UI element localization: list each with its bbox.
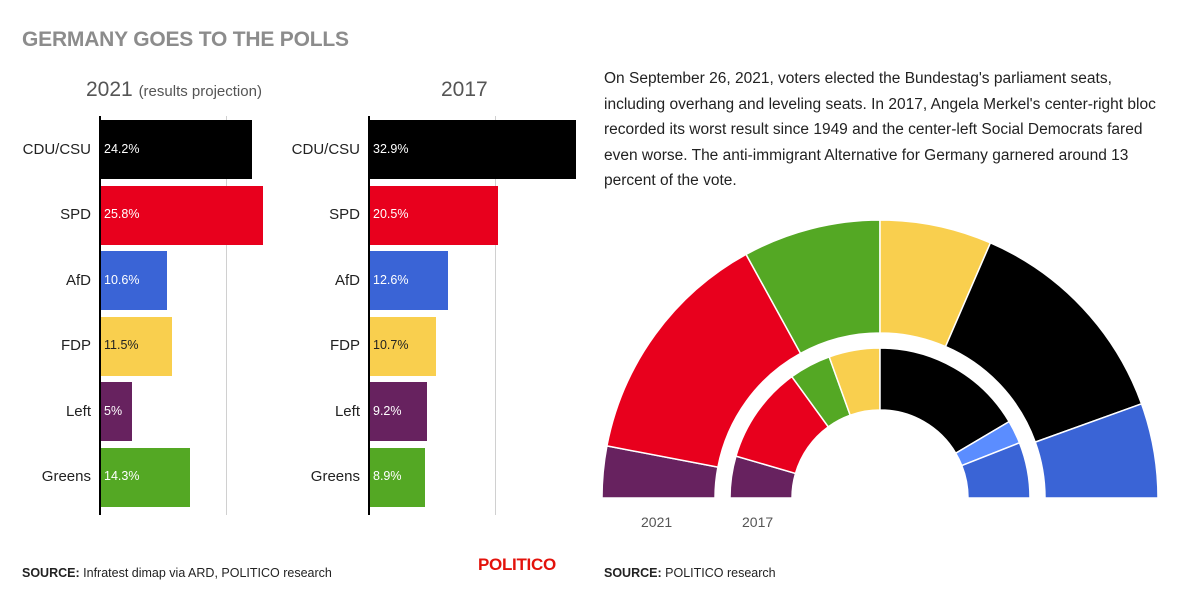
category-label-2021-fdp: FDP bbox=[61, 337, 91, 354]
source-left-text: Infratest dimap via ARD, POLITICO resear… bbox=[83, 566, 332, 580]
description-text: On September 26, 2021, voters elected th… bbox=[604, 70, 1156, 189]
source-right-text: POLITICO research bbox=[665, 566, 776, 580]
category-label-2017-left: Left bbox=[334, 402, 360, 420]
panel-2021-subtitle: (results projection) bbox=[138, 83, 262, 100]
hemicycle-segment-2021-afd bbox=[1034, 402, 1159, 499]
panel-2017-heading: 2017 bbox=[441, 78, 488, 102]
value-label-2021-greens: 14.3% bbox=[104, 469, 140, 483]
chart-title: GERMANY GOES TO THE POLLS bbox=[22, 28, 349, 51]
source-left: SOURCE: Infratest dimap via ARD, POLITIC… bbox=[22, 566, 332, 580]
panel-2021-title: 2021 bbox=[86, 78, 133, 101]
category-label-2017-greens: Greens bbox=[310, 468, 360, 485]
value-label-2017-spd: 20.5% bbox=[373, 207, 409, 221]
category-label-2017-spd: SPD bbox=[329, 206, 360, 223]
axis-line-2017 bbox=[368, 116, 370, 515]
category-label-2021-spd: SPD bbox=[60, 206, 91, 223]
source-left-label: SOURCE: bbox=[22, 566, 80, 580]
source-right-label: SOURCE: bbox=[604, 566, 662, 580]
value-label-2017-cdu-csu: 32.9% bbox=[373, 141, 409, 156]
category-label-2017-afd: AfD bbox=[334, 271, 360, 289]
bar-2017-left bbox=[369, 382, 427, 441]
value-label-2017-greens: 8.9% bbox=[373, 469, 402, 483]
value-label-2021-afd: 10.6% bbox=[104, 272, 140, 287]
hemicycle-label-2017: 2017 bbox=[742, 514, 774, 530]
hemicycle-segment-2017-afd bbox=[960, 441, 1031, 499]
bar-2017-spd bbox=[369, 185, 499, 245]
value-label-2017-fdp: 10.7% bbox=[373, 338, 409, 352]
axis-line-2021 bbox=[99, 116, 101, 515]
bar-2021-fdp bbox=[100, 316, 173, 376]
bar-2017-afd bbox=[369, 251, 449, 310]
bar-2017-cdu-csu bbox=[369, 120, 577, 179]
value-label-2021-cdu-csu: 24.2% bbox=[104, 141, 140, 156]
gridline-2017 bbox=[495, 116, 496, 515]
value-label-2021-left: 5% bbox=[104, 403, 123, 418]
value-label-2021-fdp: 11.5% bbox=[104, 338, 139, 352]
panel-2021-heading: 2021 (results projection) bbox=[86, 78, 262, 102]
bar-2017-greens bbox=[369, 447, 426, 507]
category-label-2021-cdu-csu: CDU/CSU bbox=[22, 140, 91, 158]
value-label-2017-left: 9.2% bbox=[373, 403, 402, 418]
bar-2017-fdp bbox=[369, 316, 437, 376]
value-label-2017-afd: 12.6% bbox=[373, 272, 409, 287]
panel-2017-title: 2017 bbox=[441, 78, 488, 101]
category-label-2021-left: Left bbox=[65, 402, 91, 420]
value-label-2021-spd: 25.8% bbox=[104, 207, 140, 221]
source-right: SOURCE: POLITICO research bbox=[604, 566, 776, 580]
bar-2021-cdu-csu bbox=[100, 120, 253, 179]
bar-2021-greens bbox=[100, 447, 191, 507]
category-label-2017-cdu-csu: CDU/CSU bbox=[291, 140, 360, 158]
category-label-2017-fdp: FDP bbox=[330, 337, 360, 354]
category-label-2021-greens: Greens bbox=[41, 468, 91, 485]
bar-2021-afd bbox=[100, 251, 167, 310]
gridline-2021 bbox=[226, 116, 227, 515]
bar-2021-spd bbox=[100, 185, 263, 245]
bar-2021-left bbox=[100, 382, 132, 441]
hemicycle-label-2021: 2021 bbox=[641, 514, 673, 530]
politico-logo: POLITICO bbox=[478, 555, 556, 574]
category-label-2021-afd: AfD bbox=[65, 271, 91, 289]
